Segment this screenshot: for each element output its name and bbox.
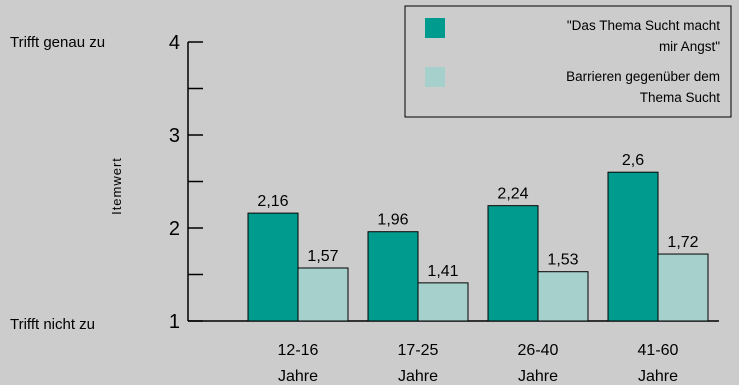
- x-tick-label-line2: Jahre: [638, 368, 678, 385]
- bar-value-label: 1,57: [307, 248, 338, 265]
- bar-series2-1: [297, 267, 349, 322]
- x-tick-label-line2: Jahre: [518, 368, 558, 385]
- bar-value-label: 1,41: [427, 263, 458, 280]
- y-tick-label-3: 3: [169, 125, 180, 147]
- legend-swatch-1: [425, 18, 445, 38]
- x-tick-label-line2: Jahre: [278, 368, 318, 385]
- y-tick-label-1: 1: [169, 311, 180, 333]
- bar-value-label: 2,24: [497, 186, 528, 203]
- bar-value-label: 1,72: [667, 234, 698, 251]
- legend-label-1-line1: "Das Thema Sucht macht: [567, 18, 720, 33]
- bar-series1-1: [247, 212, 299, 322]
- x-tick-label-line1: 26-40: [518, 342, 559, 359]
- legend-label-2-line2: Thema Sucht: [640, 90, 721, 105]
- bar-series2-2: [417, 282, 469, 322]
- bar-series2-4: [657, 253, 709, 322]
- legend-box: [404, 5, 732, 118]
- bar-series2-3: [537, 271, 589, 322]
- y-annotation-top: Trifft genau zu: [10, 34, 105, 51]
- bar-series1-4: [607, 171, 659, 322]
- y-annotation-bottom: Trifft nicht zu: [10, 316, 95, 333]
- y-tick-label-4: 4: [169, 32, 180, 54]
- bar-value-label: 2,6: [622, 152, 644, 169]
- x-tick-label-line1: 12-16: [278, 342, 319, 359]
- bar-value-label: 1,96: [377, 212, 408, 229]
- bar-value-label: 2,16: [257, 193, 288, 210]
- x-tick-label-line1: 17-25: [398, 342, 439, 359]
- bar-series1-3: [487, 205, 539, 322]
- bar-value-label: 1,53: [547, 252, 578, 269]
- y-axis-label: Itemwert: [109, 157, 124, 215]
- x-tick-label-line2: Jahre: [398, 368, 438, 385]
- y-tick-label-2: 2: [169, 218, 180, 240]
- bar-series1-2: [367, 231, 419, 322]
- legend-label-2-line1: Barrieren gegenüber dem: [566, 69, 720, 84]
- legend-label-1-line2: mir Angst": [659, 39, 720, 54]
- legend-swatch-2: [425, 67, 445, 87]
- x-tick-label-line1: 41-60: [638, 342, 679, 359]
